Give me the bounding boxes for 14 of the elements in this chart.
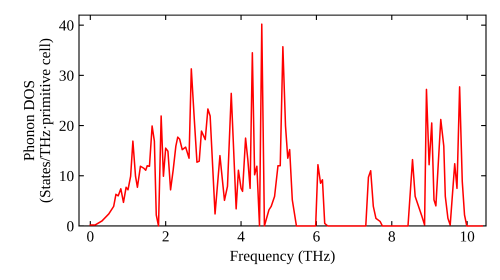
x-tick-label: 8 [388, 231, 396, 242]
y-axis-title: Phonon DOS (States/THz·primitive cell) [23, 38, 54, 202]
y-tick-label: 10 [60, 170, 74, 182]
line-series [90, 23, 483, 227]
x-tick-label: 6 [313, 231, 320, 242]
x-axis-title: Frequency (THz) [230, 250, 335, 264]
y-tick-label: 30 [60, 70, 74, 81]
y-tick-label: 0 [67, 221, 74, 232]
x-tick-label: 4 [238, 231, 245, 242]
y-tick-label: 20 [60, 120, 74, 132]
x-tick-label: 10 [460, 231, 474, 242]
x-tick-label: 0 [87, 231, 94, 242]
y-tick-label: 40 [59, 20, 74, 31]
x-tick-label: 2 [162, 231, 169, 242]
